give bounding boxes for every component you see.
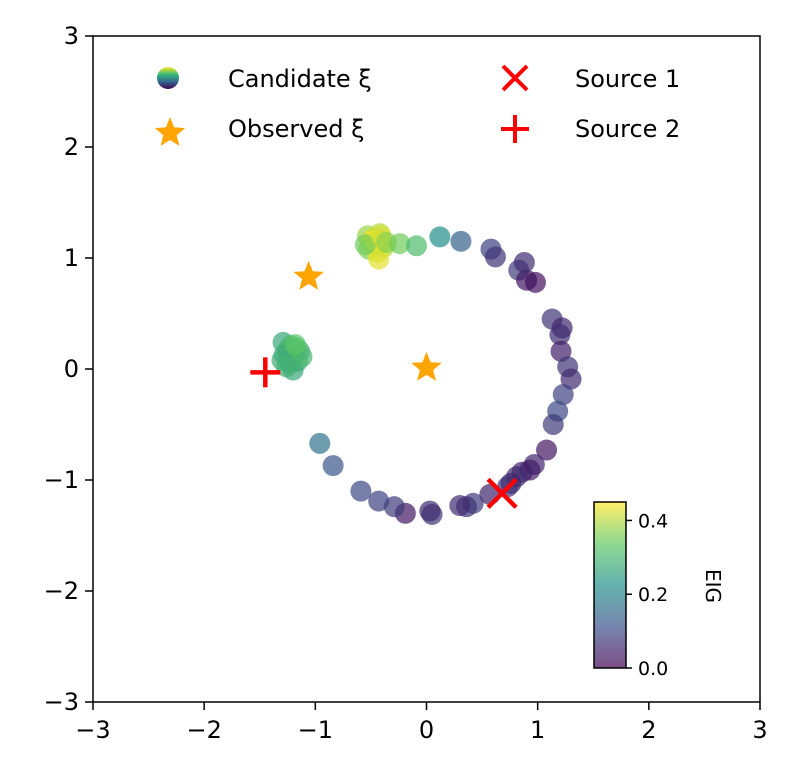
candidate-point xyxy=(542,414,564,435)
source2-plus-marker xyxy=(250,357,281,388)
x-tick-label: 1 xyxy=(530,716,545,744)
candidate-point xyxy=(536,439,558,461)
candidate-point xyxy=(524,271,546,293)
x-axis-ticks: −3 −2 −1 0 1 2 3 xyxy=(75,702,768,744)
candidate-point xyxy=(429,226,451,248)
x-tick-label: 0 xyxy=(419,716,434,744)
legend-source1-label: Source 1 xyxy=(575,65,680,93)
y-tick-label: 3 xyxy=(64,22,79,50)
x-tick-label: −1 xyxy=(298,716,333,744)
candidate-point xyxy=(549,324,571,346)
colorbar-label: EIG xyxy=(701,569,725,603)
y-tick-label: −1 xyxy=(44,466,79,494)
candidate-point xyxy=(449,495,471,517)
candidate-point xyxy=(350,480,372,502)
y-tick-label: −3 xyxy=(44,688,79,716)
y-tick-label: 2 xyxy=(64,133,79,161)
colorbar-tick-label: 0.0 xyxy=(638,658,668,680)
x-tick-label: −2 xyxy=(186,716,221,744)
candidate-point xyxy=(275,356,297,378)
observed-star-marker xyxy=(411,351,442,381)
candidate-point xyxy=(552,384,574,406)
colorbar-tick-label: 0.2 xyxy=(638,584,668,606)
candidate-point xyxy=(484,246,506,268)
colorbar: 0.0 0.2 0.4 EIG xyxy=(593,501,725,680)
legend-source2-label: Source 2 xyxy=(575,115,680,143)
colorbar-ticks: 0.0 0.2 0.4 xyxy=(626,510,668,680)
candidate-point xyxy=(419,500,441,522)
candidate-point xyxy=(405,235,427,257)
candidate-point xyxy=(513,251,535,273)
source1-x-marker xyxy=(486,477,518,509)
candidate-point xyxy=(560,368,582,390)
scatter-points xyxy=(271,223,582,525)
legend-candidate-marker xyxy=(157,67,179,89)
y-axis-ticks: −3 −2 −1 0 1 2 3 xyxy=(44,22,93,716)
legend-observed-star-icon xyxy=(154,117,186,146)
candidate-point xyxy=(322,455,344,477)
legend-source2-plus-icon xyxy=(501,115,529,143)
observed-star-marker xyxy=(293,260,324,290)
special-markers xyxy=(250,260,518,509)
y-tick-label: 0 xyxy=(64,355,79,383)
legend-source1-x-icon xyxy=(501,64,529,92)
y-tick-label: 1 xyxy=(64,244,79,272)
colorbar-tick-label: 0.4 xyxy=(638,510,668,532)
legend-observed-label: Observed ξ xyxy=(228,115,364,143)
x-tick-label: −3 xyxy=(75,716,110,744)
y-tick-label: −2 xyxy=(44,577,79,605)
candidate-point xyxy=(309,432,331,454)
candidate-point xyxy=(450,230,472,252)
candidate-point xyxy=(368,248,390,270)
candidate-point xyxy=(389,233,411,255)
legend: Candidate ξ Observed ξ Source 1 Source 2 xyxy=(154,64,680,146)
candidate-point xyxy=(354,234,376,256)
candidate-point xyxy=(284,334,306,356)
colorbar-fill xyxy=(594,502,626,668)
x-tick-label: 2 xyxy=(641,716,656,744)
legend-candidate-label: Candidate ξ xyxy=(228,65,372,93)
colorbar-frame xyxy=(593,501,627,669)
candidate-point xyxy=(368,490,390,512)
x-tick-label: 3 xyxy=(752,716,767,744)
